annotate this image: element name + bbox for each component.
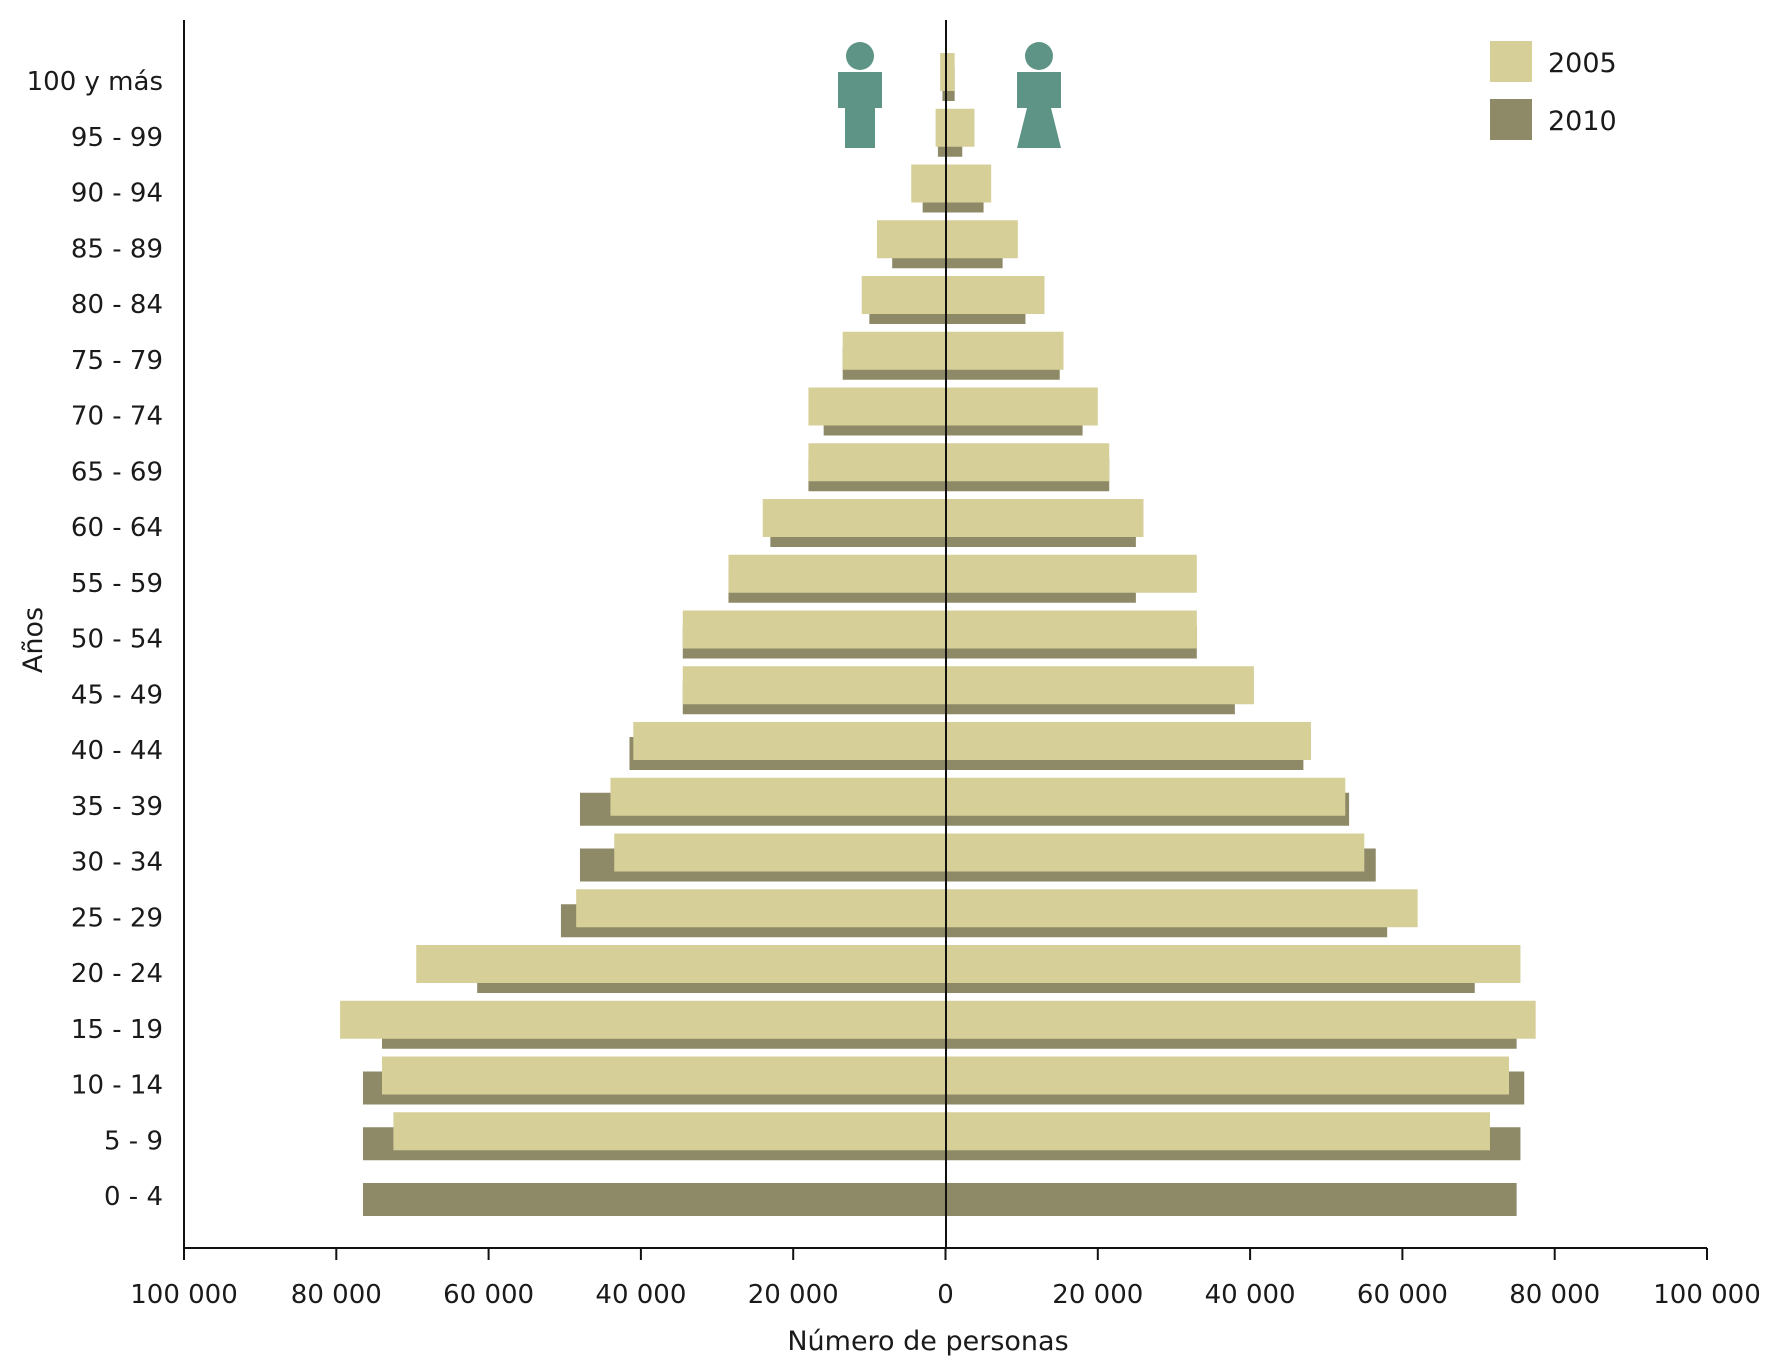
bar-2005-right-9	[946, 666, 1254, 705]
age-label-1: 5 - 9	[104, 1126, 163, 1156]
male-icon	[838, 42, 882, 148]
age-label-2: 10 - 14	[71, 1071, 163, 1101]
age-group-labels: 0 - 4 5 - 9 10 - 14 15 - 19 20 - 24 25 - 29 30…	[27, 67, 163, 1212]
age-label-13: 65 - 69	[71, 457, 163, 487]
bar-2005-right-8	[946, 722, 1312, 760]
bar-2005-right-1	[946, 1112, 1490, 1151]
bar-2005-left-6	[614, 833, 946, 872]
age-label-9: 45 - 49	[71, 680, 163, 710]
x-tick-label-0: 100 000	[130, 1280, 238, 1310]
age-label-11: 55 - 59	[71, 569, 163, 599]
age-label-15: 75 - 79	[71, 346, 163, 376]
age-label-3: 15 - 19	[71, 1015, 163, 1045]
bar-2010-left-0	[362, 1183, 946, 1216]
x-tick-label-7: 40 000	[1205, 1280, 1296, 1310]
bar-2005-right-18	[946, 164, 992, 203]
bar-2005-left-13	[808, 443, 946, 482]
bar-2005-left-20	[940, 53, 946, 91]
age-label-0: 0 - 4	[104, 1182, 163, 1212]
bar-2005-left-5	[576, 889, 946, 928]
bars-layer	[340, 53, 1536, 1216]
x-axis-title: Número de personas	[787, 1326, 1068, 1357]
bar-2005-left-9	[682, 666, 946, 705]
bar-2005-left-16	[861, 276, 946, 314]
bar-2005-right-16	[946, 276, 1045, 314]
ticks-layer: 100 000 80 000 60 000 40 000 20 000 0 20 000 40…	[130, 1248, 1761, 1310]
age-label-17: 85 - 89	[71, 234, 163, 264]
bar-2005-left-15	[842, 331, 946, 370]
age-label-5: 25 - 29	[71, 903, 163, 933]
x-tick-label-8: 60 000	[1357, 1280, 1448, 1310]
bar-2005-right-6	[946, 833, 1365, 872]
bar-2005-left-11	[728, 554, 946, 593]
bar-2005-right-5	[946, 889, 1418, 928]
bar-2010-right-0	[946, 1183, 1517, 1216]
y-axis-title: Años	[18, 607, 49, 673]
bar-2005-right-20	[946, 53, 955, 91]
legend-label-2005: 2005	[1548, 48, 1617, 79]
bar-2005-right-11	[946, 554, 1197, 593]
bar-2005-left-7	[610, 777, 946, 816]
bar-2005-left-4	[416, 945, 946, 983]
age-label-16: 80 - 84	[71, 290, 163, 320]
legend: 2005 2010	[1490, 41, 1617, 140]
bar-2005-right-4	[946, 945, 1521, 983]
x-tick-label-6: 20 000	[1052, 1280, 1143, 1310]
age-label-4: 20 - 24	[71, 959, 163, 989]
bar-2005-left-8	[633, 722, 946, 760]
bar-2005-left-1	[393, 1112, 947, 1151]
bar-2005-right-17	[946, 220, 1018, 259]
bar-2005-right-10	[946, 610, 1197, 649]
x-tick-label-1: 80 000	[291, 1280, 382, 1310]
bar-2005-left-17	[876, 220, 946, 259]
legend-swatch-2010	[1490, 99, 1532, 140]
bar-2005-right-2	[946, 1056, 1510, 1095]
legend-swatch-2005	[1490, 41, 1532, 82]
bar-2005-left-10	[682, 610, 946, 649]
x-tick-label-4: 20 000	[748, 1280, 839, 1310]
bar-2005-left-19	[935, 108, 946, 147]
bar-2005-right-14	[946, 387, 1098, 426]
x-tick-label-10: 100 000	[1653, 1280, 1761, 1310]
bar-2005-left-3	[340, 1000, 946, 1039]
bar-2005-right-15	[946, 331, 1064, 370]
bar-2005-right-19	[946, 108, 975, 147]
x-tick-label-5: 0	[937, 1280, 954, 1310]
bar-2005-right-7	[946, 777, 1346, 816]
legend-label-2010: 2010	[1548, 106, 1617, 137]
age-label-19: 95 - 99	[71, 123, 163, 153]
bar-2005-right-12	[946, 499, 1144, 537]
bar-2005-left-14	[808, 387, 946, 426]
female-icon	[1017, 42, 1061, 148]
age-label-18: 90 - 94	[71, 179, 163, 209]
bar-2005-right-3	[946, 1000, 1536, 1039]
x-tick-label-3: 40 000	[595, 1280, 686, 1310]
age-label-8: 40 - 44	[71, 736, 163, 766]
age-label-14: 70 - 74	[71, 402, 163, 432]
age-label-20: 100 y más	[27, 67, 163, 97]
x-tick-label-9: 80 000	[1509, 1280, 1600, 1310]
age-label-10: 50 - 54	[71, 625, 163, 655]
age-label-7: 35 - 39	[71, 792, 163, 822]
bar-2005-left-2	[381, 1056, 946, 1095]
bar-2005-left-12	[762, 499, 946, 537]
bar-2005-right-13	[946, 443, 1110, 482]
age-label-12: 60 - 64	[71, 513, 163, 543]
x-tick-label-2: 60 000	[443, 1280, 534, 1310]
age-label-6: 30 - 34	[71, 848, 163, 878]
bar-2005-left-18	[911, 164, 946, 203]
